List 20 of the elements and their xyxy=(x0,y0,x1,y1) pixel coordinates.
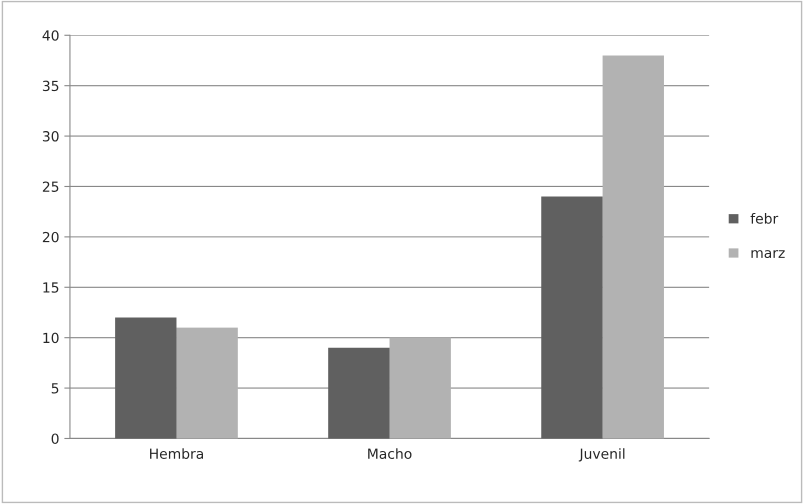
y-tick-label: 10 xyxy=(43,332,59,344)
y-tick-label: 0 xyxy=(52,433,59,444)
x-tick-label: Juvenil xyxy=(578,448,624,462)
legend-label: marz xyxy=(752,250,785,258)
bar xyxy=(176,328,238,438)
y-tick-label: 5 xyxy=(52,383,58,394)
y-tick-label: 25 xyxy=(42,181,58,192)
bar xyxy=(390,338,451,438)
bar xyxy=(328,348,390,438)
y-tick-label: 40 xyxy=(42,30,59,41)
x-tick-label: Macho xyxy=(368,448,412,459)
y-tick-label: 30 xyxy=(42,131,59,142)
x-tick-label: Hembra xyxy=(150,448,203,459)
bar xyxy=(541,196,603,438)
y-tick-label: 35 xyxy=(42,80,58,92)
bar xyxy=(602,55,664,438)
bar xyxy=(115,318,176,438)
legend-label: febr xyxy=(750,213,778,224)
y-tick-label: 20 xyxy=(42,232,59,242)
y-tick-label: 15 xyxy=(43,282,58,293)
